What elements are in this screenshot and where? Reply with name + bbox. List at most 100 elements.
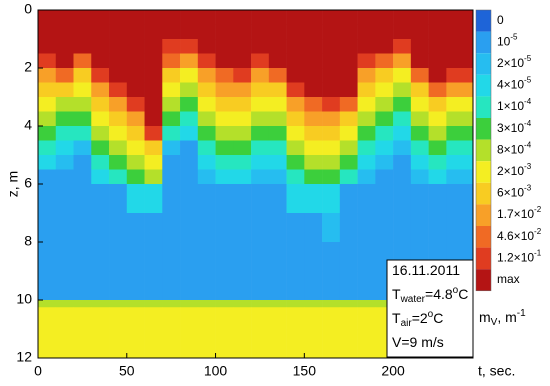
text-part: water bbox=[400, 294, 426, 305]
text-part: C bbox=[433, 310, 443, 326]
heatmap-cell bbox=[357, 53, 376, 69]
colorbar-swatch bbox=[476, 161, 491, 183]
text-part: 6×10 bbox=[497, 186, 524, 200]
colorbar-label: 8×10-4 bbox=[497, 141, 532, 157]
heatmap-cell bbox=[339, 53, 358, 69]
heatmap-cell bbox=[357, 242, 376, 272]
heatmap-cell bbox=[91, 97, 110, 112]
heatmap-cell bbox=[91, 140, 110, 156]
heatmap-cell bbox=[322, 10, 341, 25]
heatmap-cell bbox=[375, 111, 394, 127]
heatmap-cell bbox=[126, 97, 145, 112]
heatmap-cell bbox=[428, 97, 447, 112]
heatmap-cell bbox=[180, 68, 199, 83]
heatmap-cell bbox=[268, 68, 287, 83]
heatmap-cell bbox=[304, 213, 323, 243]
heatmap-cell bbox=[322, 97, 341, 112]
heatmap-cell bbox=[357, 126, 376, 141]
annotation-box bbox=[386, 259, 474, 358]
heatmap-cell bbox=[375, 68, 394, 83]
heatmap-cell bbox=[91, 329, 110, 359]
heatmap-cell bbox=[91, 68, 110, 83]
heatmap-cell bbox=[91, 10, 110, 25]
heatmap-cell bbox=[322, 140, 341, 156]
heatmap-cell bbox=[339, 213, 358, 243]
annotation-line: 16.11.2011 bbox=[392, 262, 460, 278]
text-part: -4 bbox=[524, 141, 532, 150]
heatmap-cell bbox=[180, 140, 199, 156]
heatmap-cell bbox=[73, 126, 92, 141]
heatmap-cell bbox=[251, 242, 270, 272]
heatmap-cell bbox=[233, 271, 252, 301]
heatmap-cell bbox=[91, 169, 110, 185]
heatmap-cell bbox=[268, 169, 287, 185]
heatmap-cell bbox=[126, 213, 145, 243]
heatmap-cell bbox=[322, 314, 341, 330]
text-part: o bbox=[453, 285, 459, 296]
heatmap-cell bbox=[233, 213, 252, 243]
heatmap-cell bbox=[144, 24, 163, 40]
heatmap-cell bbox=[446, 68, 474, 83]
heatmap-cell bbox=[144, 97, 163, 112]
heatmap-cell bbox=[286, 97, 305, 112]
heatmap-cell bbox=[162, 314, 181, 330]
colorbar-label: 4.6×10-2 bbox=[497, 227, 542, 243]
heatmap-cell bbox=[126, 271, 145, 301]
heatmap-cell bbox=[428, 155, 447, 170]
heatmap-cell bbox=[109, 184, 128, 214]
heatmap-cell bbox=[126, 24, 145, 40]
heatmap-cell bbox=[428, 169, 447, 185]
heatmap-cell bbox=[38, 68, 57, 83]
heatmap-cell bbox=[375, 24, 394, 40]
heatmap-cell bbox=[357, 184, 376, 214]
heatmap-cell bbox=[322, 39, 341, 54]
y-tick-label: 2 bbox=[24, 59, 32, 75]
heatmap-cell bbox=[73, 271, 92, 301]
heatmap-cell bbox=[215, 97, 234, 112]
text-part: C bbox=[458, 286, 468, 302]
heatmap-cell bbox=[180, 10, 199, 25]
heatmap-cell bbox=[268, 184, 287, 214]
heatmap-cell bbox=[251, 155, 270, 170]
heatmap-cell bbox=[162, 39, 181, 54]
heatmap-cell bbox=[268, 140, 287, 156]
heatmap-cell bbox=[55, 53, 74, 69]
text-part: -2 bbox=[534, 227, 542, 236]
heatmap-cell bbox=[339, 242, 358, 272]
heatmap-cell bbox=[375, 97, 394, 112]
heatmap-cell bbox=[304, 82, 323, 98]
heatmap-cell bbox=[109, 39, 128, 54]
heatmap-cell bbox=[215, 24, 234, 40]
heatmap-cell bbox=[268, 39, 287, 54]
heatmap-cell bbox=[410, 111, 429, 127]
heatmap-cell bbox=[268, 53, 287, 69]
heatmap-cell bbox=[38, 111, 57, 127]
colorbar-swatch bbox=[476, 74, 491, 97]
heatmap-cell bbox=[339, 307, 358, 315]
heatmap-cell bbox=[304, 24, 323, 40]
heatmap-cell bbox=[446, 111, 474, 127]
colorbar-swatch bbox=[476, 31, 491, 54]
heatmap-cell bbox=[393, 184, 412, 214]
heatmap-cell bbox=[322, 82, 341, 98]
heatmap-cell bbox=[375, 10, 394, 25]
colorbar-swatch bbox=[476, 247, 491, 270]
heatmap-cell bbox=[126, 314, 145, 330]
heatmap-cell bbox=[109, 97, 128, 112]
heatmap-cell bbox=[304, 126, 323, 141]
y-tick-label: 0 bbox=[24, 1, 32, 17]
heatmap-cell bbox=[109, 307, 128, 315]
heatmap-cell bbox=[109, 314, 128, 330]
heatmap-cell bbox=[322, 307, 341, 315]
heatmap-cell bbox=[251, 111, 270, 127]
heatmap-cell bbox=[428, 24, 447, 40]
heatmap-cell bbox=[180, 53, 199, 69]
heatmap-cell bbox=[286, 329, 305, 359]
annotation-line: Twater=4.8oC bbox=[392, 285, 468, 305]
heatmap-cell bbox=[126, 10, 145, 25]
heatmap-cell bbox=[91, 24, 110, 40]
heatmap-cell bbox=[180, 300, 199, 308]
text-part: 3×10 bbox=[497, 121, 524, 135]
heatmap-cell bbox=[197, 24, 216, 40]
